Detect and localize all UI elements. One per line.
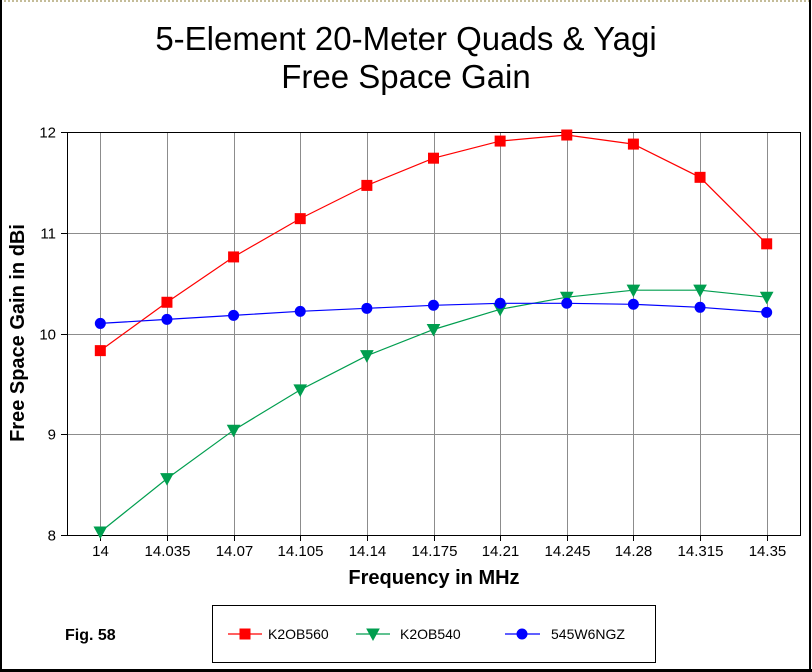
545w6ngz-point-8 — [627, 298, 639, 310]
x-tick-label: 14.105 — [278, 543, 324, 560]
545w6ngz-point-6 — [494, 297, 506, 309]
chart-title: 5-Element 20-Meter Quads & Yagi — [155, 20, 656, 57]
x-tick-label: 14.07 — [216, 543, 254, 560]
k2ob540-point-2 — [226, 424, 241, 438]
x-tick-label: 14.245 — [545, 543, 591, 560]
x-tick-label: 14.14 — [349, 543, 387, 560]
legend-box — [212, 605, 656, 663]
x-axis-label: Frequency in MHz — [348, 567, 519, 589]
545w6ngz-point-5 — [428, 299, 439, 311]
545w6ngz-point-10 — [761, 306, 773, 318]
y-axis-label: Free Space Gain in dBi — [7, 224, 29, 442]
k2ob560-point-5 — [428, 152, 439, 164]
k2ob560-point-3 — [294, 213, 306, 225]
k2ob540-point-8 — [626, 284, 641, 298]
k2ob540-point-0 — [93, 526, 108, 540]
x-tick-label: 14.35 — [749, 543, 787, 560]
545w6ngz-point-0 — [94, 317, 106, 329]
legend-entry-545w6ngz: 545W6NGZ — [505, 626, 625, 642]
k2ob540-point-1 — [160, 473, 174, 486]
legend-entry-k2ob560: K2OB560 — [228, 626, 329, 642]
k2ob540-point-3 — [293, 384, 308, 397]
545w6ngz-point-2 — [228, 309, 240, 321]
k2ob560-point-10 — [761, 238, 773, 250]
legend-label-k2ob560: K2OB560 — [268, 626, 329, 642]
legend-marker-k2ob540 — [366, 628, 380, 642]
chart-subtitle: Free Space Gain — [281, 58, 530, 95]
k2ob560-point-2 — [228, 251, 240, 263]
y-tick-label: 8 — [48, 528, 56, 545]
plot-area-border — [67, 132, 801, 536]
x-tick-label: 14.315 — [678, 543, 724, 560]
legend-entry-k2ob540: K2OB540 — [356, 626, 461, 642]
series — [93, 129, 774, 540]
figure-label: Fig. 58 — [65, 627, 116, 644]
legend-marker-k2ob560 — [239, 628, 251, 640]
x-tick-label: 14 — [92, 543, 109, 560]
k2ob540-point-10 — [759, 291, 774, 305]
y-tick-label: 12 — [39, 125, 56, 142]
y-tick-label: 9 — [48, 427, 56, 444]
y-tick-label: 10 — [39, 327, 56, 344]
k2ob560-point-7 — [561, 129, 573, 141]
x-tick-label: 14.175 — [412, 543, 458, 560]
legend-label-545w6ngz: 545W6NGZ — [551, 626, 625, 642]
k2ob540-point-5 — [426, 323, 441, 337]
k2ob560-point-9 — [694, 171, 706, 183]
x-tick-label: 14.28 — [615, 543, 653, 560]
k2ob540-point-9 — [693, 284, 707, 298]
545w6ngz-point-7 — [561, 297, 573, 309]
legend: K2OB560 K2OB540 545W6NGZ — [212, 605, 656, 663]
545w6ngz-point-3 — [294, 305, 306, 317]
k2ob560-point-6 — [494, 135, 506, 147]
545w6ngz-point-4 — [361, 302, 373, 314]
y-tick-label: 11 — [40, 226, 56, 243]
k2ob560-point-8 — [627, 138, 639, 150]
k2ob560-point-0 — [94, 345, 106, 357]
legend-label-k2ob540: K2OB540 — [400, 626, 461, 642]
k2ob540-point-7 — [559, 291, 574, 305]
x-tick-label: 14.035 — [145, 543, 191, 560]
x-tick-label: 14.21 — [482, 543, 520, 560]
k2ob540-point-4 — [360, 350, 374, 363]
legend-marker-545w6ngz — [516, 628, 528, 640]
k2ob560-point-4 — [361, 179, 373, 191]
545w6ngz-point-9 — [694, 301, 706, 313]
k2ob560-point-1 — [161, 296, 173, 308]
545w6ngz-point-1 — [161, 313, 173, 325]
